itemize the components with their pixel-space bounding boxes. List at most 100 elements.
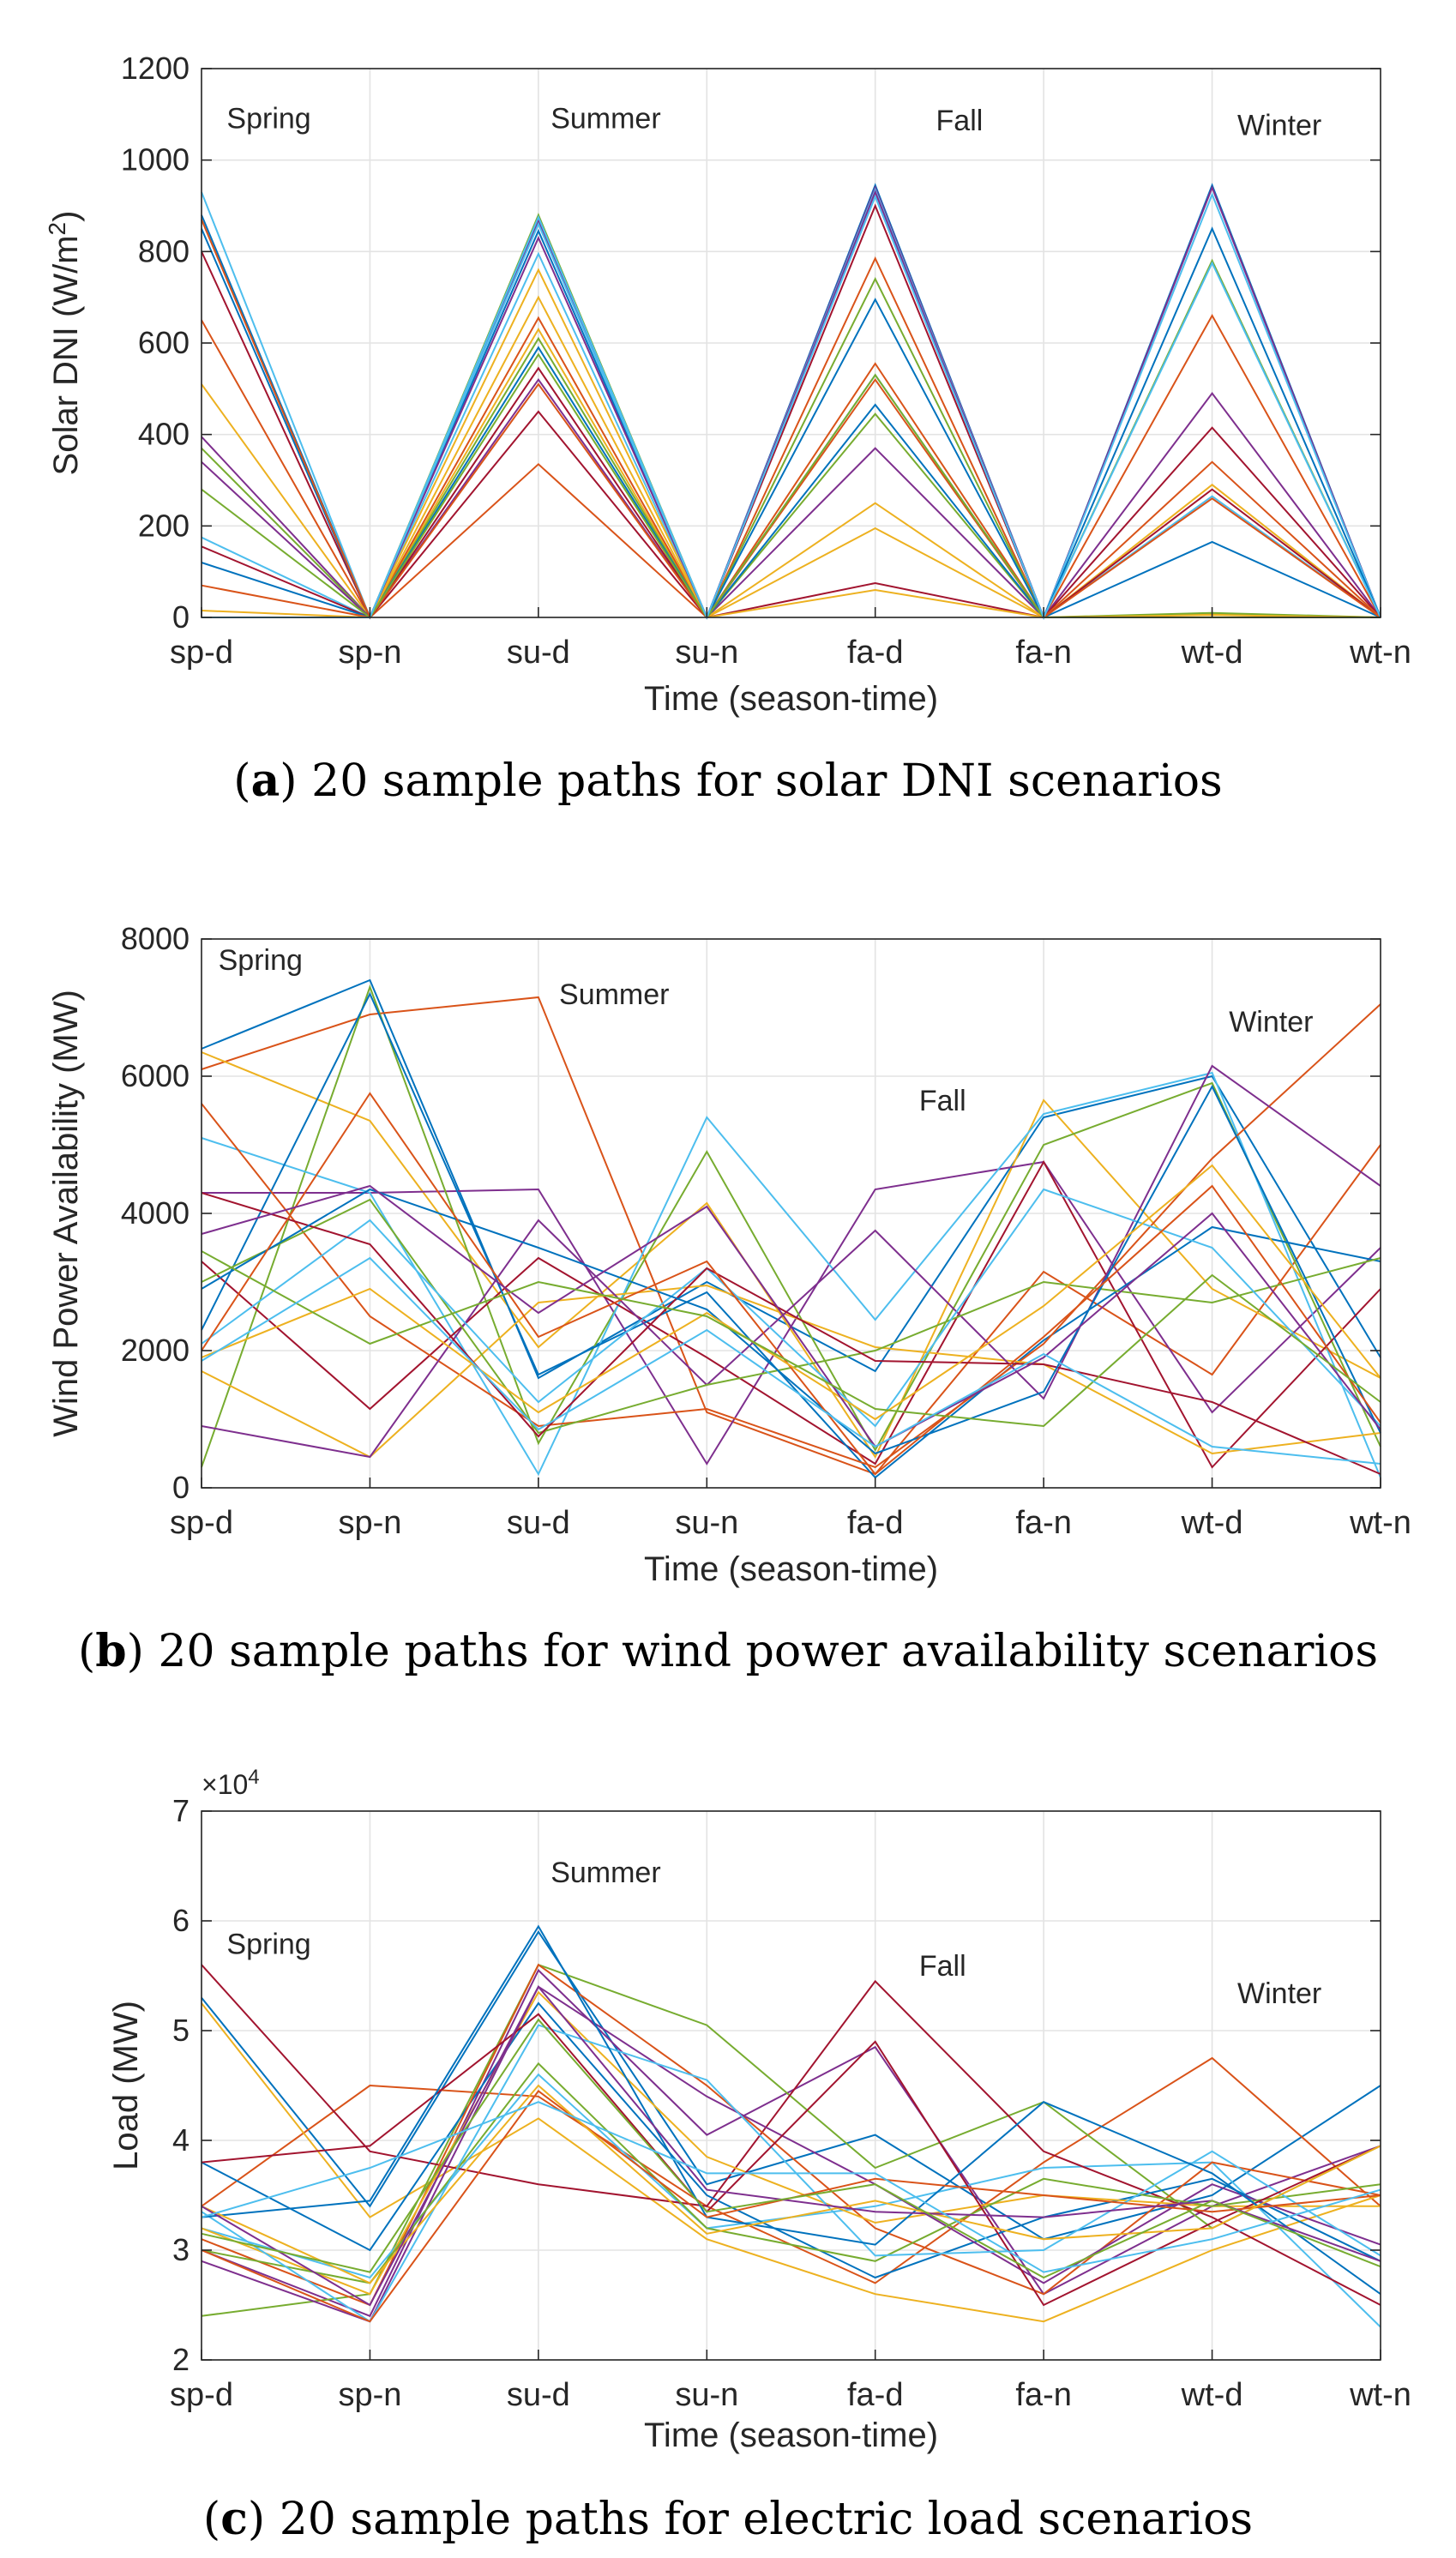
x-axis-label: Time (season-time) (644, 2417, 938, 2454)
series-line-20 (201, 2101, 1381, 2273)
x-tick-label: su-d (507, 1505, 570, 1541)
y-tick-label: 1000 (121, 142, 190, 178)
y-exponent-label: ×104 (202, 1766, 260, 1800)
series-line-14 (201, 1192, 1381, 1475)
series-line-17 (202, 295, 1381, 619)
x-tick-label: sp-n (338, 1505, 401, 1541)
x-tick-label: sp-n (338, 635, 401, 671)
series-line-16 (201, 1092, 1381, 1476)
chart-panel-b: 0 2000 4000 6000 8000 sp-d sp-n su-d su-n fa-d fa-… (47, 921, 1411, 1677)
y-tick-label: 600 (138, 325, 190, 360)
x-tick-label: wt-d (1181, 1505, 1243, 1541)
series-line-15 (201, 1084, 1381, 1455)
x-tick-label: wt-n (1349, 2377, 1411, 2413)
season-annotation: Spring (226, 102, 310, 135)
series-line-18 (201, 1184, 1381, 1448)
x-tick-label: su-n (675, 635, 738, 671)
series-line-10 (201, 268, 1381, 619)
x-tick-label: su-d (507, 635, 570, 671)
series-line-14 (201, 2013, 1381, 2307)
y-tick-label: 0 (172, 1470, 190, 1505)
y-tick-label: 200 (138, 508, 190, 543)
series-line-8 (201, 991, 1381, 1479)
y-tick-label: 1200 (121, 51, 190, 86)
y-tick-label: 2 (172, 2342, 190, 2377)
x-tick-label: fa-n (1015, 635, 1071, 671)
season-annotation: Spring (219, 944, 303, 977)
plot-area (202, 1811, 1381, 2360)
x-tick-label: wt-n (1349, 635, 1411, 671)
series-line-20 (202, 194, 1381, 620)
season-annotation: Summer (551, 102, 660, 135)
y-tick-label: 8000 (121, 921, 190, 956)
series-line-15 (201, 1924, 1381, 2296)
y-axis-label: Solar DNI (W/m2) (44, 211, 85, 476)
x-axis-label: Time (season-time) (644, 1550, 938, 1588)
x-tick-label: fa-d (847, 635, 903, 671)
y-tick-label: 7 (172, 1793, 190, 1828)
series-line-11 (201, 1985, 1381, 2323)
chart-panel-c: 2 3 4 5 6 7 sp-d sp-n su-d su-n fa-d fa-n wt-d wt-n ×1… (107, 1766, 1411, 2545)
series-line-7 (201, 1159, 1381, 1469)
series-line-2 (201, 256, 1381, 620)
series-line-1 (201, 1929, 1381, 2241)
series-line-19 (201, 1250, 1381, 1428)
figure-caption: (b) 20 sample paths for wind power avail… (78, 1625, 1378, 1677)
series-line-10 (201, 1284, 1381, 1459)
x-tick-label: su-n (675, 2377, 738, 2413)
series-line-18 (201, 1985, 1381, 2307)
y-tick-label: 0 (172, 599, 190, 635)
x-tick-label: wt-n (1349, 1505, 1411, 1541)
x-tick-label: fa-d (847, 1505, 903, 1541)
series-line-5 (201, 984, 1381, 1468)
axes-box (201, 1810, 1381, 2361)
series-line-4 (201, 1968, 1381, 2318)
figure-caption: (c) 20 sample paths for electric load sc… (203, 2493, 1253, 2545)
x-tick-label: su-n (675, 1505, 738, 1541)
series-line-14 (201, 250, 1381, 620)
season-annotation: Winter (1237, 1977, 1321, 2010)
y-tick-label: 2000 (121, 1333, 190, 1368)
series-line-10 (201, 1990, 1381, 2296)
series-line-7 (201, 203, 1381, 619)
x-tick-label: fa-n (1015, 2377, 1071, 2413)
series-line-11 (201, 1064, 1381, 1459)
y-tick-label: 3 (172, 2232, 190, 2267)
x-axis-label: Time (season-time) (644, 680, 938, 718)
x-tick-label: wt-d (1181, 2377, 1243, 2413)
series-line-3 (201, 2002, 1381, 2323)
series-line-17 (201, 1164, 1381, 1421)
x-tick-label: su-d (507, 2377, 570, 2413)
season-annotation: Winter (1237, 109, 1321, 141)
y-tick-label: 6 (172, 1903, 190, 1938)
series-line-3 (201, 1051, 1381, 1460)
series-line-13 (201, 2024, 1381, 2323)
y-tick-label: 6000 (121, 1058, 190, 1093)
season-annotation: Summer (551, 1857, 660, 1889)
y-tick-label: 4000 (121, 1195, 190, 1231)
season-annotation: Spring (226, 1928, 310, 1960)
y-axis-label: Load (MW) (107, 2001, 145, 2170)
series-line-2 (201, 996, 1381, 1476)
x-tick-label: sp-d (170, 635, 233, 671)
season-annotation: Winter (1229, 1006, 1313, 1038)
figure-caption: (a) 20 sample paths for solar DNI scenar… (233, 755, 1222, 807)
y-tick-label: 4 (172, 2122, 190, 2158)
series-line-12 (201, 2061, 1381, 2284)
x-tick-label: wt-d (1181, 635, 1243, 671)
series-line-9 (201, 316, 1381, 619)
chart-panel-a: 0 200 400 600 800 1000 1200 sp-d sp-n su-d su-n fa-… (44, 51, 1411, 807)
series-line-9 (201, 1963, 1381, 2307)
y-tick-label: 800 (138, 233, 190, 268)
x-tick-label: sp-d (170, 2377, 233, 2413)
season-annotation: Summer (559, 978, 669, 1011)
y-axis-label: Wind Power Availability (MW) (47, 990, 85, 1437)
x-tick-label: fa-d (847, 2377, 903, 2413)
series-line-19 (201, 2018, 1381, 2279)
y-tick-label: 400 (138, 417, 190, 452)
season-annotation: Fall (919, 1085, 966, 1117)
x-tick-label: sp-n (338, 2377, 401, 2413)
x-tick-label: fa-n (1015, 1505, 1071, 1541)
x-tick-label: sp-d (170, 1505, 233, 1541)
